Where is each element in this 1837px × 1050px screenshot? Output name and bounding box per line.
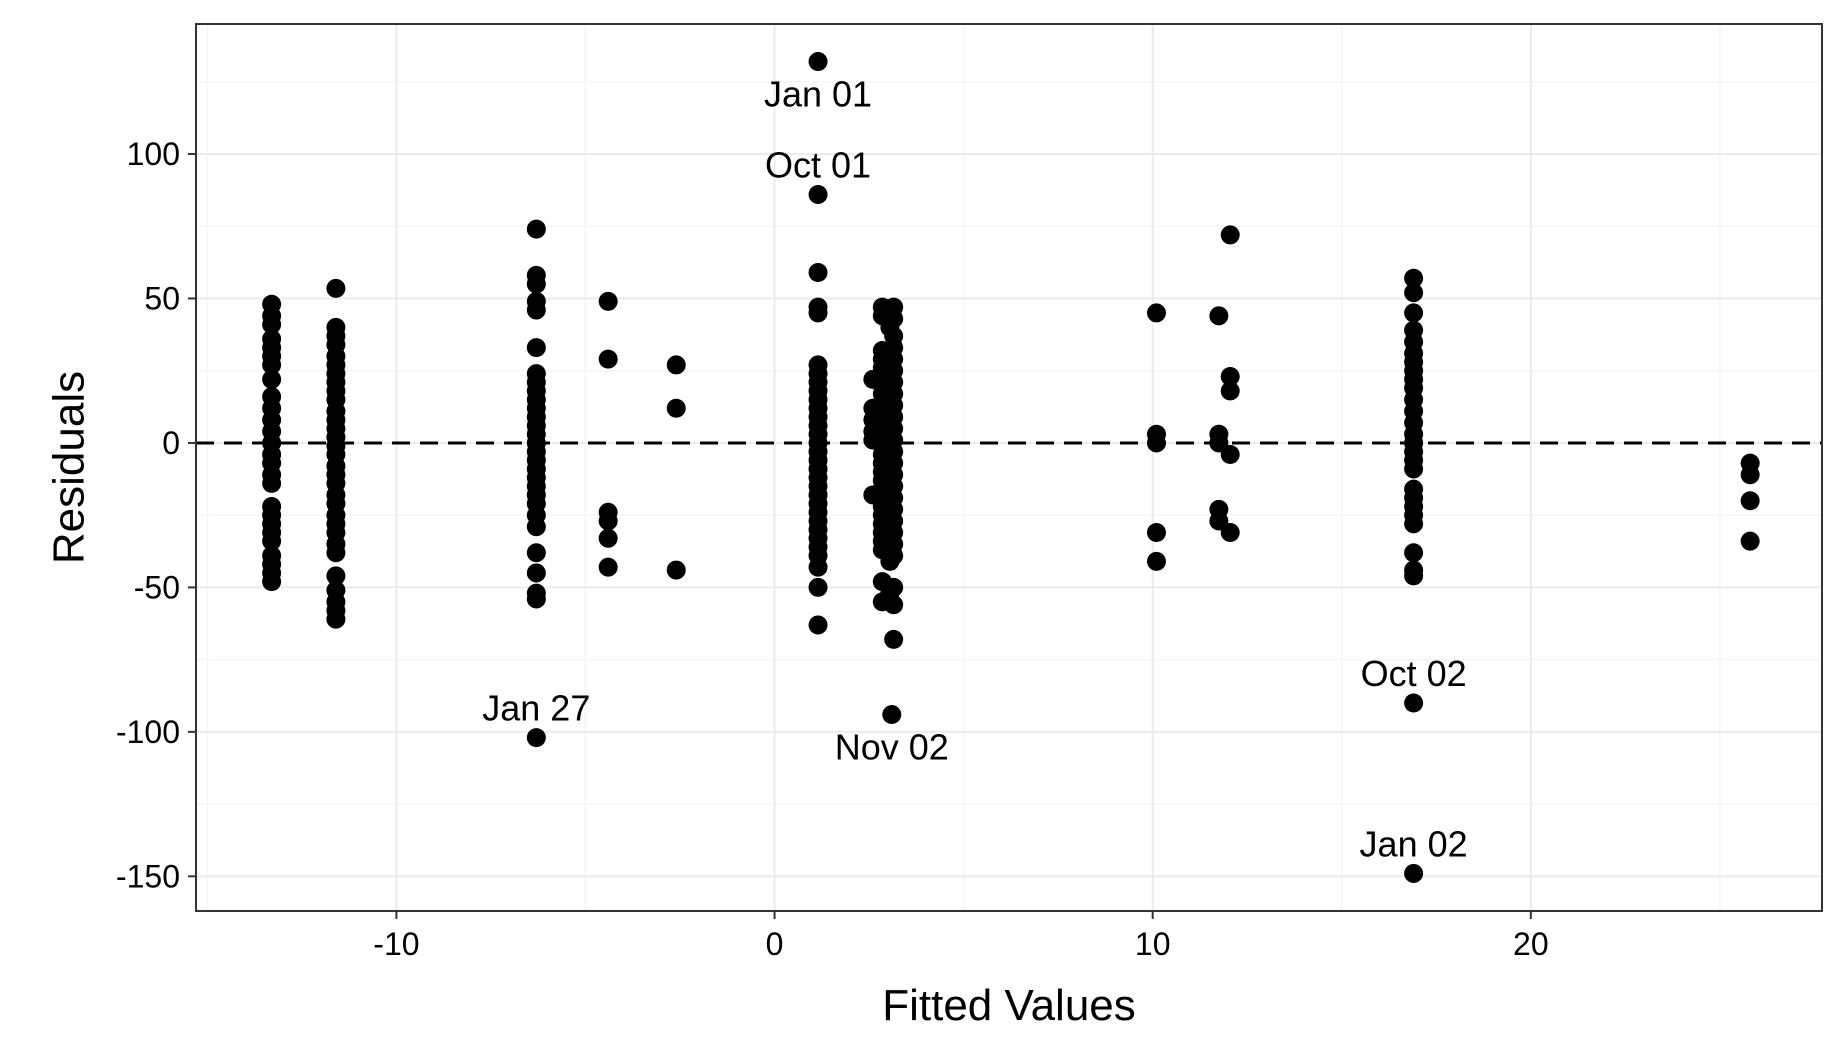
panel-border	[195, 23, 1823, 912]
data-point	[884, 577, 904, 597]
data-point	[666, 398, 686, 418]
data-point	[262, 531, 282, 551]
data-point	[262, 572, 282, 592]
point-label: Jan 27	[482, 688, 590, 729]
data-point	[262, 355, 282, 375]
data-point	[1404, 566, 1424, 586]
data-point	[1146, 433, 1166, 453]
data-point	[1740, 531, 1760, 551]
data-point	[1404, 459, 1424, 479]
labeled-data-point	[808, 52, 828, 72]
labeled-data-point	[1404, 693, 1424, 713]
y-tick-label: -150	[116, 858, 180, 894]
x-axis-title: Fitted Values	[882, 981, 1136, 1030]
data-point	[1220, 444, 1240, 464]
data-point	[526, 274, 546, 294]
data-point	[526, 589, 546, 609]
data-point	[1220, 523, 1240, 543]
x-tick-label: 10	[1135, 926, 1171, 962]
data-point	[598, 557, 618, 577]
y-axis-title: Residuals	[44, 371, 93, 564]
data-point	[526, 300, 546, 320]
y-axis: -150 -100 -50 0 50 100	[116, 136, 196, 894]
data-point	[326, 609, 346, 629]
data-point	[526, 517, 546, 537]
data-point	[808, 262, 828, 282]
data-point	[884, 546, 904, 566]
data-point	[526, 563, 546, 583]
point-label: Oct 01	[765, 144, 871, 185]
data-point	[1404, 543, 1424, 563]
data-point	[598, 528, 618, 548]
data-point	[1209, 306, 1229, 326]
data-points	[262, 52, 1760, 883]
data-point	[808, 557, 828, 577]
labeled-data-point	[1404, 863, 1424, 883]
data-point	[1740, 491, 1760, 511]
data-point	[598, 291, 618, 311]
data-point	[808, 615, 828, 635]
data-point	[808, 577, 828, 597]
data-point	[262, 369, 282, 389]
data-point	[666, 560, 686, 580]
data-point	[1220, 381, 1240, 401]
data-point	[326, 566, 346, 586]
y-tick-label: -50	[134, 569, 180, 605]
x-tick-label: 20	[1513, 926, 1549, 962]
data-point	[262, 473, 282, 493]
y-tick-label: 50	[144, 280, 180, 316]
data-point	[1404, 514, 1424, 534]
data-point	[884, 595, 904, 615]
labeled-data-point	[882, 705, 902, 725]
data-point	[326, 543, 346, 563]
point-label: Oct 02	[1361, 653, 1467, 694]
point-annotations: Jan 01 Oct 01 Jan 27 Nov 02 Oct 02 Jan 02	[482, 74, 1467, 865]
point-label: Jan 01	[764, 74, 872, 115]
point-label: Jan 02	[1360, 823, 1468, 864]
minor-gridlines	[196, 24, 1822, 911]
data-point	[326, 278, 346, 298]
data-point	[1220, 225, 1240, 245]
y-tick-label: 100	[127, 136, 180, 172]
y-tick-label: 0	[162, 425, 180, 461]
x-axis: -10 0 10 20	[373, 911, 1549, 962]
data-point	[1404, 283, 1424, 303]
labeled-data-point	[808, 184, 828, 204]
data-point	[884, 309, 904, 329]
y-tick-label: -100	[116, 714, 180, 750]
data-point	[884, 629, 904, 649]
data-point	[1740, 465, 1760, 485]
data-point	[1146, 303, 1166, 323]
data-point	[1146, 523, 1166, 543]
data-point	[526, 543, 546, 563]
point-label: Nov 02	[835, 727, 949, 768]
data-point	[1404, 268, 1424, 288]
data-point	[598, 511, 618, 531]
data-point	[808, 303, 828, 323]
data-point	[1404, 303, 1424, 323]
data-point	[1146, 551, 1166, 571]
data-point	[1220, 366, 1240, 386]
data-point	[526, 338, 546, 358]
x-tick-label: -10	[373, 926, 419, 962]
data-point	[526, 219, 546, 239]
labeled-data-point	[526, 728, 546, 748]
data-point	[666, 355, 686, 375]
data-point	[598, 349, 618, 369]
x-tick-label: 0	[766, 926, 784, 962]
data-point	[262, 314, 282, 334]
